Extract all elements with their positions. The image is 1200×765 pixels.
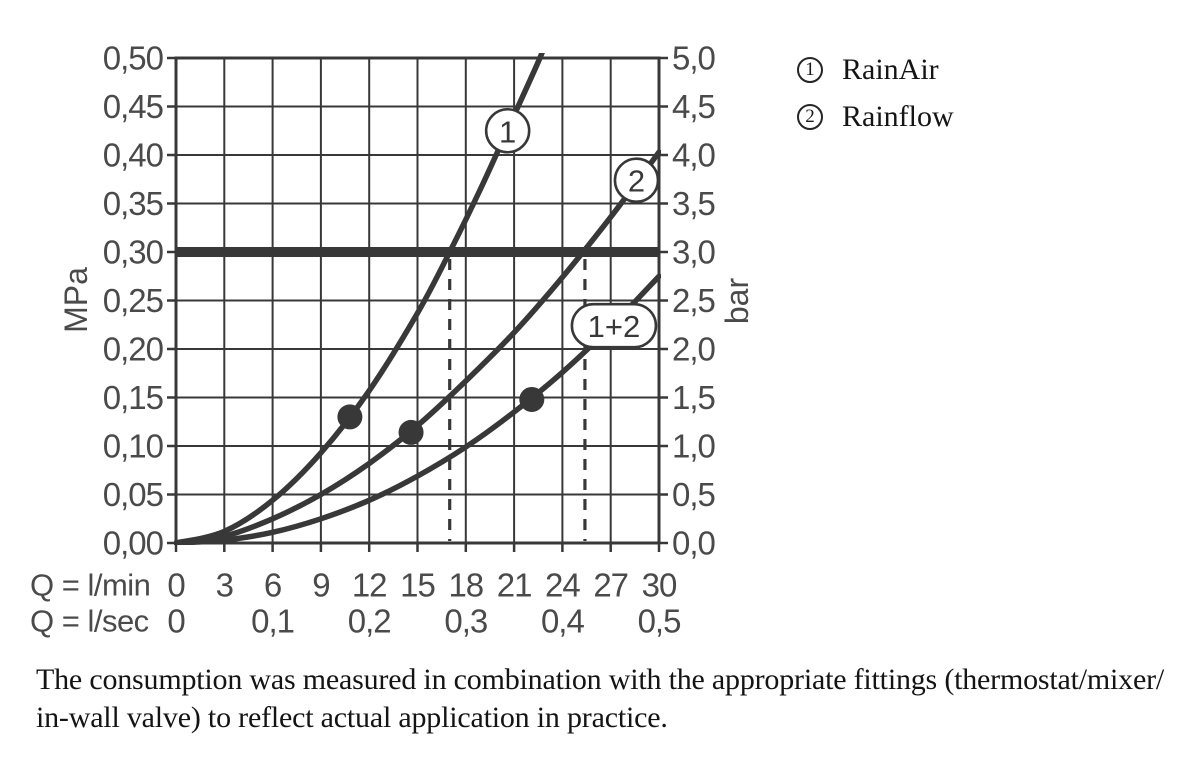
curve-rainflow <box>174 149 661 545</box>
curve-badge-label: 2 <box>628 164 645 199</box>
y-left-tick-label: 0,35 <box>103 185 163 222</box>
curve-badge-label: 1 <box>499 114 516 149</box>
curve-rainair <box>174 53 545 545</box>
y-left-tick-label: 0,30 <box>103 234 164 271</box>
curve-badge-shape <box>484 107 531 154</box>
legend-label-rainflow: Rainflow <box>842 100 954 133</box>
y-left-tick-label: 0,05 <box>103 476 163 513</box>
y-left-tick-label: 0,20 <box>103 331 164 368</box>
x-lsec-tick-label: 0,2 <box>348 603 391 640</box>
x-lmin-tick-label: 18 <box>448 567 483 604</box>
y-left-tick-label: 0,10 <box>103 428 164 465</box>
curve-badge-shape <box>613 157 660 204</box>
caption: The consumption was measured in combinat… <box>36 661 1164 737</box>
measurement-dot <box>398 419 424 445</box>
y-left-tick-label: 0,25 <box>103 282 163 319</box>
x-lsec-tick-label: 0,5 <box>638 603 681 640</box>
measurement-dot <box>337 404 363 430</box>
y-right-tick-label: 3,5 <box>672 185 715 222</box>
y-right-tick-label: 1,0 <box>672 428 716 465</box>
measurement-dot <box>519 386 545 412</box>
y-right-tick-label: 2,5 <box>672 282 715 319</box>
legend-badge-2-icon: 2 <box>797 104 823 130</box>
x-lmin-tick-label: 15 <box>400 567 435 604</box>
x-lsec-tick-label: 0,1 <box>251 603 294 640</box>
y-right-tick-label: 4,5 <box>672 88 715 125</box>
x-lmin-tick-label: 6 <box>264 567 281 604</box>
legend-badge-1-icon: 1 <box>797 57 823 83</box>
caption-line-2: in-wall valve) to reflect actual applica… <box>36 701 668 734</box>
legend-label-rainair: RainAir <box>842 53 939 86</box>
x-lmin-axis-title: Q = l/min <box>30 568 150 603</box>
y-right-tick-label: 0,5 <box>672 476 715 513</box>
legend: 1 RainAir 2 Rainflow <box>797 53 954 134</box>
x-lmin-tick-label: 9 <box>312 567 329 604</box>
y-left-tick-label: 0,40 <box>103 137 164 174</box>
y-left-tick-label: 0,50 <box>103 40 164 77</box>
y-right-tick-label: 3,0 <box>672 234 716 271</box>
y-left-tick-label: 0,00 <box>103 525 164 562</box>
x-lsec-tick-label: 0 <box>167 603 185 640</box>
x-lmin-tick-label: 3 <box>216 567 233 604</box>
legend-item-rainair: 1 RainAir <box>797 53 954 87</box>
x-lmin-tick-label: 30 <box>642 567 677 604</box>
y-left-axis-title: MPa <box>58 267 94 333</box>
legend-item-rainflow: 2 Rainflow <box>797 100 954 134</box>
caption-line-1: The consumption was measured in combinat… <box>36 663 1165 696</box>
y-right-axis-title: bar <box>719 278 755 325</box>
x-lsec-tick-label: 0,3 <box>444 603 487 640</box>
y-right-tick-label: 1,5 <box>672 379 715 416</box>
y-left-tick-label: 0,15 <box>103 379 163 416</box>
y-right-tick-label: 4,0 <box>672 137 716 174</box>
x-lmin-tick-label: 12 <box>352 567 387 604</box>
y-right-tick-label: 5,0 <box>672 40 716 77</box>
curve-badge-shape <box>570 302 658 349</box>
x-lmin-tick-label: 21 <box>497 567 532 604</box>
y-right-tick-label: 2,0 <box>672 331 716 368</box>
x-lsec-tick-label: 0,4 <box>541 603 585 640</box>
x-lsec-axis-title: Q = l/sec <box>30 604 149 639</box>
x-lmin-tick-label: 24 <box>545 567 580 604</box>
y-left-tick-label: 0,45 <box>103 88 163 125</box>
x-lmin-tick-label: 27 <box>593 567 628 604</box>
y-right-tick-label: 0,0 <box>672 525 716 562</box>
x-lmin-tick-label: 0 <box>167 567 185 604</box>
plot-border <box>174 56 661 545</box>
curve-rainair-rainflow <box>174 273 661 545</box>
curve-badge-label: 1+2 <box>588 309 641 344</box>
